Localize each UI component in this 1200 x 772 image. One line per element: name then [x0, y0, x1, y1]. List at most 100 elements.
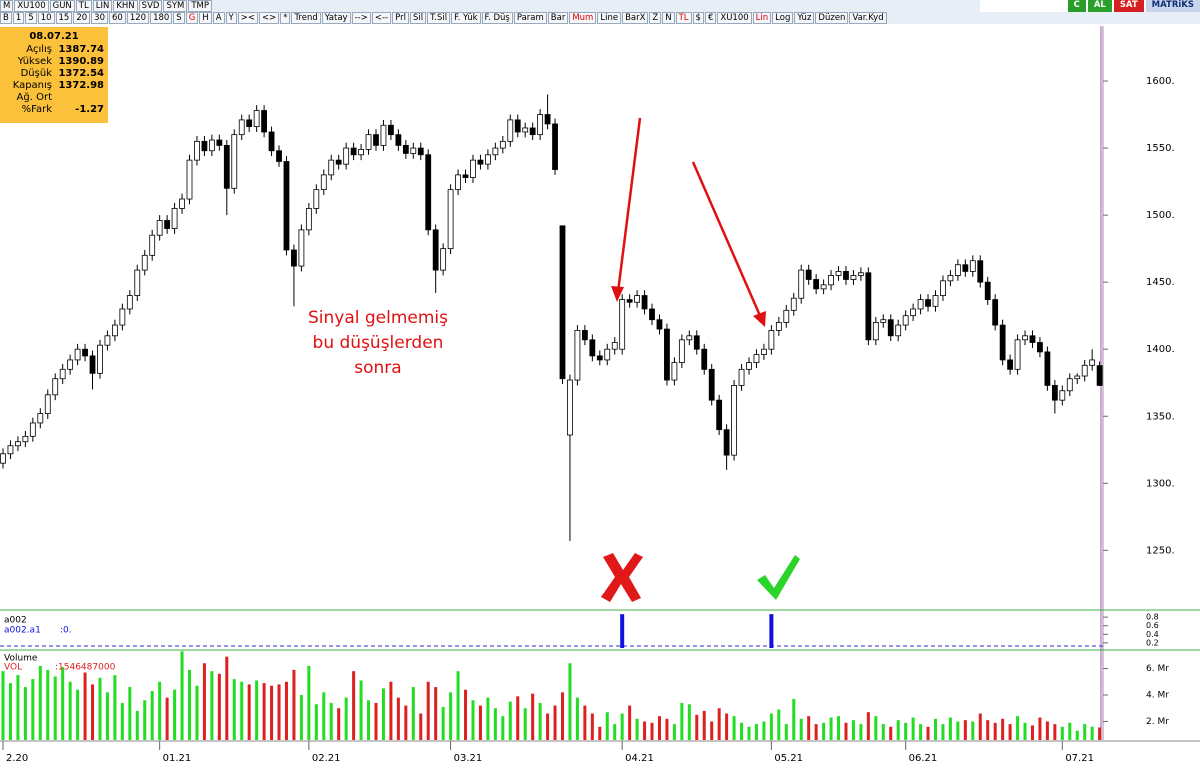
- toolbar-button[interactable]: MATRiKS: [1145, 0, 1200, 12]
- toolbar-button[interactable]: 15: [55, 12, 73, 24]
- volume-bar: [926, 726, 930, 740]
- volume-bar: [284, 681, 288, 740]
- volume-bar: [777, 709, 781, 740]
- candle-body: [1074, 375, 1081, 380]
- toolbar-button[interactable]: XU100: [717, 12, 752, 24]
- toolbar-button[interactable]: Lin: [752, 12, 772, 24]
- toolbar-button[interactable]: G: [185, 12, 199, 24]
- toolbar-button[interactable]: ><: [237, 12, 258, 24]
- candle-body: [932, 295, 939, 307]
- volume-bar: [568, 663, 572, 740]
- toolbar-button[interactable]: F. Düş: [481, 12, 513, 24]
- volume-bar: [352, 671, 356, 740]
- toolbar-button[interactable]: Log: [772, 12, 794, 24]
- toolbar-button[interactable]: SYM: [163, 0, 188, 12]
- candle-body: [208, 139, 215, 152]
- toolbar-button[interactable]: SAT: [1113, 0, 1144, 12]
- arrow: [616, 117, 642, 293]
- volume-bar: [135, 710, 139, 740]
- candle-body: [798, 269, 805, 299]
- candle-body: [529, 127, 536, 136]
- toolbar-button[interactable]: 60: [109, 12, 126, 24]
- volume-bar: [486, 697, 490, 740]
- toolbar-button[interactable]: AL: [1087, 0, 1112, 12]
- candle-body: [1044, 351, 1051, 386]
- toolbar-button[interactable]: 10: [37, 12, 55, 24]
- toolbar-button[interactable]: TL: [675, 12, 692, 24]
- volume-bar: [1090, 726, 1094, 740]
- toolbar-button[interactable]: Y: [225, 12, 237, 24]
- toolbar-button[interactable]: Prl: [392, 12, 409, 24]
- candle-body: [895, 324, 902, 337]
- toolbar-button[interactable]: T.Sil: [427, 12, 451, 24]
- volume-bar: [799, 718, 803, 740]
- toolbar-button[interactable]: LIN: [92, 0, 113, 12]
- toolbar-button[interactable]: Düzen: [815, 12, 849, 24]
- toolbar-button[interactable]: F. Yük: [451, 12, 481, 24]
- toolbar-button[interactable]: N: [662, 12, 675, 24]
- candle-body: [917, 299, 924, 310]
- toolbar-button[interactable]: <--: [371, 12, 392, 24]
- toolbar-button[interactable]: 1: [12, 12, 25, 24]
- toolbar-button[interactable]: GUN: [49, 0, 75, 12]
- toolbar-button[interactable]: 20: [73, 12, 91, 24]
- volume-bar: [307, 665, 311, 740]
- candle-body: [201, 140, 208, 152]
- candle-body: [253, 110, 260, 128]
- toolbar-button[interactable]: H: [199, 12, 212, 24]
- toolbar-button[interactable]: 120: [126, 12, 150, 24]
- candle-body: [328, 159, 335, 176]
- toolbar-button[interactable]: Bar: [547, 12, 569, 24]
- toolbar-button[interactable]: Line: [597, 12, 622, 24]
- volume-bar: [180, 651, 184, 740]
- info-date: 08.07.21: [29, 31, 78, 42]
- candle-body: [783, 309, 790, 323]
- volume-bar: [8, 683, 12, 740]
- candle-body: [813, 279, 820, 290]
- toolbar-button[interactable]: C: [1067, 0, 1086, 12]
- toolbar-button[interactable]: <>: [258, 12, 280, 24]
- info-label: %Fark: [22, 104, 53, 115]
- toolbar-button[interactable]: KHN: [113, 0, 138, 12]
- candle-body: [828, 275, 834, 286]
- toolbar-button[interactable]: Trend: [291, 12, 321, 24]
- candle-body: [59, 368, 66, 380]
- toolbar-button[interactable]: Mum: [569, 12, 597, 24]
- toolbar-button[interactable]: *: [280, 12, 291, 24]
- volume-bar: [83, 672, 87, 740]
- toolbar-button[interactable]: B: [0, 12, 12, 24]
- toolbar-button[interactable]: Z: [649, 12, 662, 24]
- volume-bar: [1038, 717, 1042, 740]
- y-tick-label: 1450.: [1146, 277, 1175, 288]
- toolbar-button[interactable]: Yatay: [321, 12, 351, 24]
- candle-body: [283, 161, 290, 251]
- candle-body: [7, 445, 14, 455]
- toolbar-button[interactable]: BarX: [622, 12, 649, 24]
- toolbar-button[interactable]: -->: [351, 12, 371, 24]
- volume-bar: [165, 697, 169, 740]
- toolbar-button[interactable]: Yüz: [794, 12, 815, 24]
- toolbar-button[interactable]: Sil: [409, 12, 427, 24]
- toolbar-button[interactable]: XU100: [14, 0, 49, 12]
- toolbar-button[interactable]: S: [173, 12, 185, 24]
- toolbar-button[interactable]: 180: [150, 12, 173, 24]
- toolbar-button[interactable]: TMP: [188, 0, 213, 12]
- volume-bar: [881, 724, 885, 740]
- toolbar-button[interactable]: €: [704, 12, 717, 24]
- toolbar-button[interactable]: TL: [75, 0, 92, 12]
- annotation-arrows: [601, 117, 800, 602]
- candle-body: [320, 174, 327, 191]
- annotation: sonra: [354, 358, 401, 378]
- toolbar-button[interactable]: A: [212, 12, 225, 24]
- volume-bar: [792, 698, 796, 740]
- toolbar-button[interactable]: SVD: [138, 0, 163, 12]
- y-tick-label: 0.6: [1146, 621, 1159, 630]
- toolbar-button[interactable]: 30: [91, 12, 108, 24]
- toolbar-button[interactable]: 5: [25, 12, 37, 24]
- toolbar-button[interactable]: M: [0, 0, 14, 12]
- candle-body: [313, 189, 320, 209]
- toolbar-button[interactable]: $: [692, 12, 704, 24]
- toolbar-button[interactable]: Param: [513, 12, 547, 24]
- candle-body: [746, 362, 752, 370]
- toolbar-button[interactable]: Var.Kyd: [849, 12, 887, 24]
